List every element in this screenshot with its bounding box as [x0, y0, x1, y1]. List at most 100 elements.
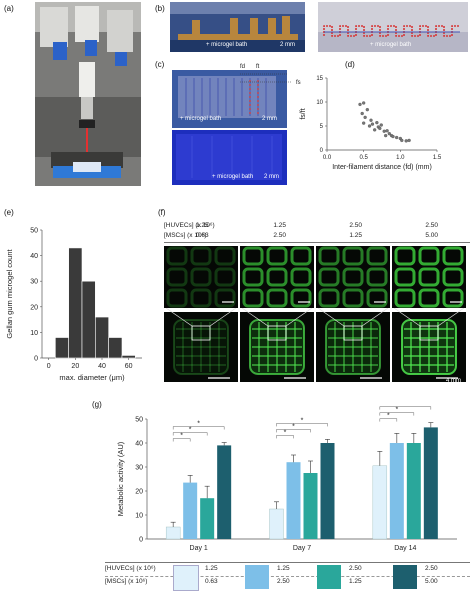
e-y-axis-label: Gellan gum microgel count [5, 248, 14, 338]
g-significance-star: * [197, 421, 200, 428]
fluorescence-image-bottom-3 [316, 312, 390, 382]
bioprinter-photo [35, 2, 141, 186]
b-bath-label-left: + microgel bath [206, 42, 248, 48]
d-x-tick-label: 0.0 [323, 155, 332, 161]
g-legend-swatch-3 [317, 565, 341, 589]
g-y-tick-label: 10 [135, 513, 143, 520]
panel-label-e: (e) [4, 208, 14, 217]
g-significance-star: * [180, 433, 183, 440]
g-legend-rule-mid [105, 576, 470, 577]
g-bar [320, 443, 335, 539]
d-x-tick-label: 1.5 [433, 155, 442, 161]
d-y-tick-label: 10 [316, 100, 323, 106]
f-msc-value-3: 1.25 [349, 232, 362, 239]
g-legend-swatch-4 [393, 565, 417, 589]
g-significance-star: * [292, 423, 295, 430]
g-y-tick-label: 20 [135, 489, 143, 496]
zoom-guide-3 [316, 307, 390, 333]
g-significance-bracket [276, 429, 311, 433]
fluorescence-image-top-1 [164, 246, 238, 308]
g-legend-msc-4: 5.00 [425, 578, 438, 585]
d-data-point [360, 111, 364, 116]
g-legend-huvec-4: 2.50 [425, 565, 438, 572]
d-x-tick-label: 0.5 [359, 155, 368, 161]
g-significance-star: * [189, 427, 192, 434]
g-legend-huvec-3: 2.50 [349, 565, 362, 572]
c-label-fs: fs [296, 80, 301, 86]
e-x-tick-label: 20 [71, 363, 79, 370]
g-y-tick-label: 30 [135, 465, 143, 472]
panel-label-d: (d) [345, 60, 355, 69]
d-data-point [384, 133, 388, 138]
g-x-tick-label: Day 7 [293, 545, 311, 552]
g-bar [389, 443, 404, 539]
printed-grid-top-photo: + microgel bath 2 mm [172, 70, 287, 128]
d-data-point [382, 129, 386, 133]
g-significance-bracket [172, 438, 191, 442]
g-bar [303, 473, 318, 539]
d-data-point [365, 108, 369, 112]
g-bar [423, 427, 438, 539]
e-bar [121, 355, 136, 359]
g-significance-star: * [404, 405, 407, 408]
fluorescence-image-bottom-2 [240, 312, 314, 382]
d-y-tick-label: 0 [320, 148, 324, 154]
d-data-point [373, 128, 377, 132]
d-x-axis-label: Inter-filament distance (fd) (mm) [332, 164, 432, 171]
g-legend-swatch-1 [173, 565, 199, 591]
f-huvec-value-4: 2.50 [425, 222, 438, 229]
d-data-point [391, 134, 395, 139]
g-bar [183, 482, 198, 539]
d-y-tick-label: 15 [316, 76, 323, 82]
d-data-point [404, 139, 408, 143]
panel-label-b: (b) [155, 4, 165, 13]
e-bar [81, 280, 96, 359]
e-x-tick-label: 0 [47, 363, 51, 370]
g-significance-bracket [172, 426, 225, 430]
g-legend-rule-top [105, 562, 470, 563]
bioprinter-illustration [35, 2, 141, 186]
panel-label-g: (g) [92, 400, 102, 409]
printed-grid-bottom-photo: + microgel bath 2 mm [172, 130, 287, 185]
g-bar [200, 498, 215, 539]
g-significance-star: * [301, 417, 304, 424]
zoom-guide-2 [240, 307, 314, 333]
g-significance-star: * [284, 429, 287, 436]
f-msc-header: [MSCs] (x 10⁶) [164, 232, 207, 239]
d-data-point [385, 129, 389, 133]
f-header-rule [164, 242, 470, 243]
g-bar [217, 445, 232, 539]
histogram-chart-e: 0 20 40 60 0 10 20 30 40 50 max. diameter (μm) Gell… [5, 228, 142, 382]
fluorescence-image-top-2 [240, 246, 314, 308]
g-msc-header: [MSCs] (x 10⁶) [105, 578, 148, 585]
panel-label-a: (a) [4, 4, 14, 13]
d-x-tick-label: 1.0 [396, 155, 405, 161]
g-significance-star: * [387, 413, 390, 420]
d-data-point [407, 138, 411, 143]
fluorescence-image-top-4 [392, 246, 466, 308]
panel-label-c: (c) [155, 60, 165, 69]
g-y-tick-label: 50 [135, 417, 143, 424]
e-bar [68, 247, 83, 359]
zoom-guide-4 [392, 307, 466, 333]
fluorescence-image-top-3 [316, 246, 390, 308]
g-bar [165, 526, 181, 540]
d-data-point [375, 120, 379, 125]
f-msc-value-4: 5.00 [425, 232, 438, 239]
g-significance-bracket [379, 418, 398, 422]
g-y-tick-label: 0 [139, 537, 143, 544]
g-significance-bracket [172, 432, 208, 436]
g-significance-bracket [379, 412, 415, 416]
e-y-tick-label: 30 [30, 279, 38, 286]
g-bar [406, 443, 421, 539]
e-y-tick-label: 0 [34, 356, 38, 363]
e-bar [95, 316, 109, 359]
e-y-tick-label: 50 [30, 228, 38, 235]
g-y-tick-label: 40 [135, 441, 143, 448]
f-msc-value-1: 0.63 [196, 232, 209, 239]
g-legend-huvec-1: 1.25 [205, 565, 218, 572]
c-scale-bottom: 2 mm [264, 174, 279, 180]
d-data-point [378, 126, 382, 131]
c-scale-top: 2 mm [262, 116, 277, 122]
d-y-tick-label: 5 [320, 124, 324, 130]
